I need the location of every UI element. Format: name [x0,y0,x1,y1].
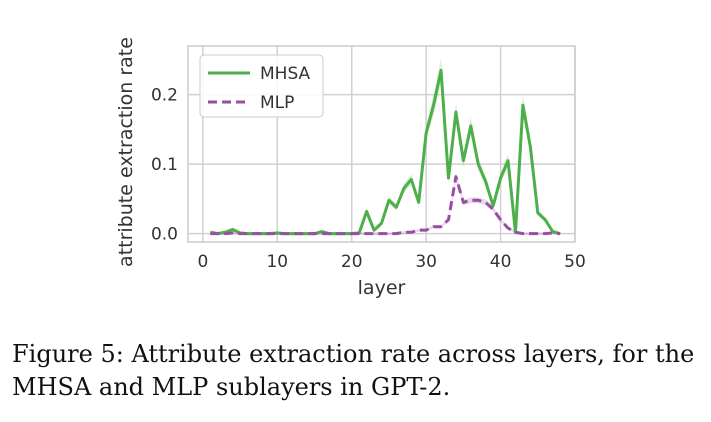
y-tick-label: 0.1 [151,155,178,175]
x-axis-label: layer [358,277,406,299]
y-tick-label: 0.0 [151,225,178,245]
legend-label-mlp: MLP [260,93,294,113]
x-tick-label: 0 [197,252,208,272]
x-tick-label: 10 [266,252,288,272]
x-tick-label: 30 [415,252,437,272]
x-tick-labels: 0 10 20 30 40 50 [197,252,585,272]
figure-caption: Figure 5: Attribute extraction rate acro… [12,340,695,401]
plot-frame [187,45,576,243]
series-line-mlp [210,175,561,236]
y-axis-label: attribute extraction rate [115,37,137,267]
line-chart: 0 10 20 30 40 50 0.0 0.1 0.2 layer attribute ex… [115,37,586,299]
x-tick-label: 50 [564,252,586,272]
legend: MHSA MLP [199,54,324,118]
x-tick-label: 40 [490,252,512,272]
x-tick-label: 20 [341,252,363,272]
y-tick-labels: 0.0 0.1 0.2 [151,86,178,245]
series-lines [210,68,561,236]
y-tick-label: 0.2 [151,86,178,106]
legend-label-mhsa: MHSA [260,64,311,84]
